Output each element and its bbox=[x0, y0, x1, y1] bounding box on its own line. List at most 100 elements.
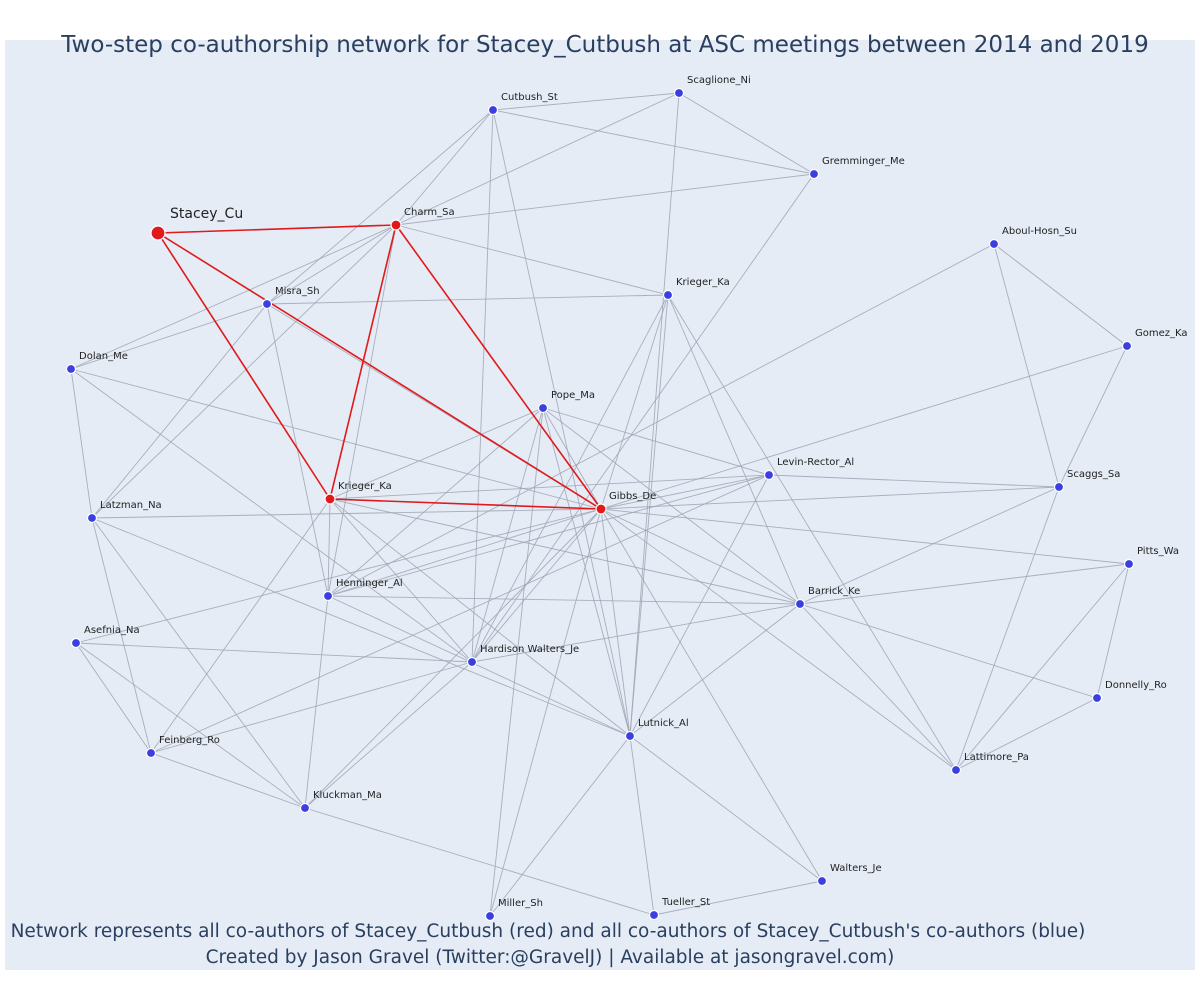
edge-pope-miller bbox=[489, 407, 544, 917]
node-label-gibbs: Gibbs_De bbox=[609, 491, 656, 502]
node-label-pitts: Pitts_Wa bbox=[1137, 546, 1179, 557]
edge-charm-kriegerR bbox=[329, 224, 397, 500]
node-kluckman[interactable] bbox=[299, 802, 311, 814]
edge-hardison-feinberg bbox=[150, 661, 473, 754]
node-asefnia[interactable] bbox=[70, 637, 82, 649]
node-label-asefnia: Asefnia_Na bbox=[84, 625, 140, 636]
edge-pope-hardison bbox=[471, 407, 544, 663]
node-label-stacey: Stacey_Cu bbox=[170, 206, 243, 222]
edge-levin-feinberg bbox=[150, 474, 770, 754]
edge-levin-kriegerR bbox=[329, 474, 770, 500]
node-dolan[interactable] bbox=[65, 363, 77, 375]
node-charm[interactable] bbox=[390, 219, 402, 231]
node-label-cutbush: Cutbush_St bbox=[501, 92, 558, 103]
node-scaggs[interactable] bbox=[1053, 481, 1065, 493]
edge-misra-kriegerB bbox=[266, 294, 669, 305]
node-gibbs[interactable] bbox=[595, 503, 607, 515]
edge-cutbush-gremminger bbox=[492, 109, 815, 175]
edge-lutnick-miller bbox=[489, 735, 631, 917]
node-feinberg[interactable] bbox=[145, 747, 157, 759]
node-label-charm: Charm_Sa bbox=[404, 207, 455, 218]
edge-levin-gibbs bbox=[600, 474, 770, 510]
edge-scaggs-gibbs bbox=[600, 486, 1060, 510]
edge-walters-tueller bbox=[653, 880, 823, 916]
edge-stacey-kriegerR bbox=[157, 232, 331, 500]
caption-line-2: Created by Jason Gravel (Twitter:@Gravel… bbox=[206, 947, 895, 968]
edge-gibbs-miller bbox=[489, 508, 602, 917]
edge-hardison-kluckman bbox=[304, 661, 473, 809]
node-label-miller: Miller_Sh bbox=[498, 898, 543, 909]
node-pope[interactable] bbox=[537, 402, 549, 414]
edge-asefnia-kluckman bbox=[75, 642, 306, 809]
edge-cutbush-misra bbox=[266, 109, 494, 305]
edge-henninger-lutnick bbox=[327, 595, 631, 737]
edge-kriegerB-hardison bbox=[471, 294, 669, 663]
nodes-layer bbox=[65, 87, 1135, 922]
node-levin[interactable] bbox=[763, 469, 775, 481]
edge-cutbush-lutnick bbox=[492, 109, 631, 737]
edge-scaglione-lutnick bbox=[629, 92, 680, 737]
node-label-barrick: Barrick_Ke bbox=[808, 586, 860, 597]
caption-line-1: Network represents all co-authors of Sta… bbox=[11, 921, 1086, 942]
node-label-gomez: Gomez_Ka bbox=[1135, 328, 1188, 339]
edge-henninger-barrick bbox=[327, 595, 801, 605]
node-barrick[interactable] bbox=[794, 598, 806, 610]
edge-lutnick-walters bbox=[629, 735, 823, 882]
edge-barrick-donnelly bbox=[799, 603, 1098, 699]
edge-lutnick-tueller bbox=[629, 735, 655, 916]
edge-levin-scaggs bbox=[768, 474, 1060, 488]
edge-cutbush-scaglione bbox=[492, 92, 680, 111]
edge-pitts-lattimore bbox=[955, 563, 1130, 771]
edge-pope-gibbs bbox=[542, 407, 602, 510]
edge-kriegerR-henninger bbox=[327, 498, 331, 597]
node-scaglione[interactable] bbox=[673, 87, 685, 99]
edge-latzman-feinberg bbox=[91, 517, 152, 754]
node-donnelly[interactable] bbox=[1091, 692, 1103, 704]
edge-charm-misra bbox=[266, 224, 397, 305]
node-latzman[interactable] bbox=[86, 512, 98, 524]
node-lutnick[interactable] bbox=[624, 730, 636, 742]
node-kriegerR[interactable] bbox=[324, 493, 336, 505]
edge-stacey-charm bbox=[157, 224, 397, 234]
edge-pope-levin bbox=[542, 407, 770, 476]
edge-aboul-henninger bbox=[327, 243, 995, 597]
edge-gibbs-walters bbox=[600, 508, 823, 882]
edge-charm-gibbs bbox=[395, 224, 602, 510]
node-gremminger[interactable] bbox=[808, 168, 820, 180]
node-lattimore[interactable] bbox=[950, 764, 962, 776]
node-stacey[interactable] bbox=[150, 225, 166, 241]
node-pitts[interactable] bbox=[1123, 558, 1135, 570]
node-henninger[interactable] bbox=[322, 590, 334, 602]
node-misra[interactable] bbox=[261, 298, 273, 310]
node-miller[interactable] bbox=[484, 910, 496, 922]
edge-kluckman-tueller bbox=[304, 807, 655, 916]
edge-gibbs-henninger bbox=[327, 508, 602, 597]
node-label-donnelly: Donnelly_Ro bbox=[1105, 680, 1167, 691]
edge-misra-latzman bbox=[91, 303, 268, 519]
chart-title: Two-step co-authorship network for Stace… bbox=[60, 32, 1148, 58]
node-tueller[interactable] bbox=[648, 909, 660, 921]
node-label-feinberg: Feinberg_Ro bbox=[159, 735, 220, 746]
edge-barrick-hardison bbox=[471, 603, 801, 663]
edge-charm-latzman bbox=[91, 224, 397, 519]
node-label-levin: Levin-Rector_Al bbox=[777, 457, 854, 468]
edge-stacey-gibbs bbox=[157, 232, 602, 510]
node-hardison[interactable] bbox=[466, 656, 478, 668]
node-label-henninger: Henninger_Al bbox=[336, 578, 403, 589]
node-gomez[interactable] bbox=[1121, 340, 1133, 352]
edge-donnelly-lattimore bbox=[955, 697, 1098, 771]
edge-pope-kriegerR bbox=[329, 407, 544, 500]
node-kriegerB[interactable] bbox=[662, 289, 674, 301]
edge-kriegerB-lattimore bbox=[667, 294, 957, 771]
edge-cutbush-hardison bbox=[471, 109, 494, 663]
edge-kriegerB-barrick bbox=[667, 294, 801, 605]
node-label-dolan: Dolan_Me bbox=[79, 351, 128, 362]
edge-aboul-scaggs bbox=[993, 243, 1060, 488]
node-aboul[interactable] bbox=[988, 238, 1000, 250]
node-label-pope: Pope_Ma bbox=[551, 390, 595, 401]
edge-latzman-kluckman bbox=[91, 517, 306, 809]
node-cutbush[interactable] bbox=[487, 104, 499, 116]
edge-dolan-latzman bbox=[70, 368, 93, 519]
node-walters[interactable] bbox=[816, 875, 828, 887]
